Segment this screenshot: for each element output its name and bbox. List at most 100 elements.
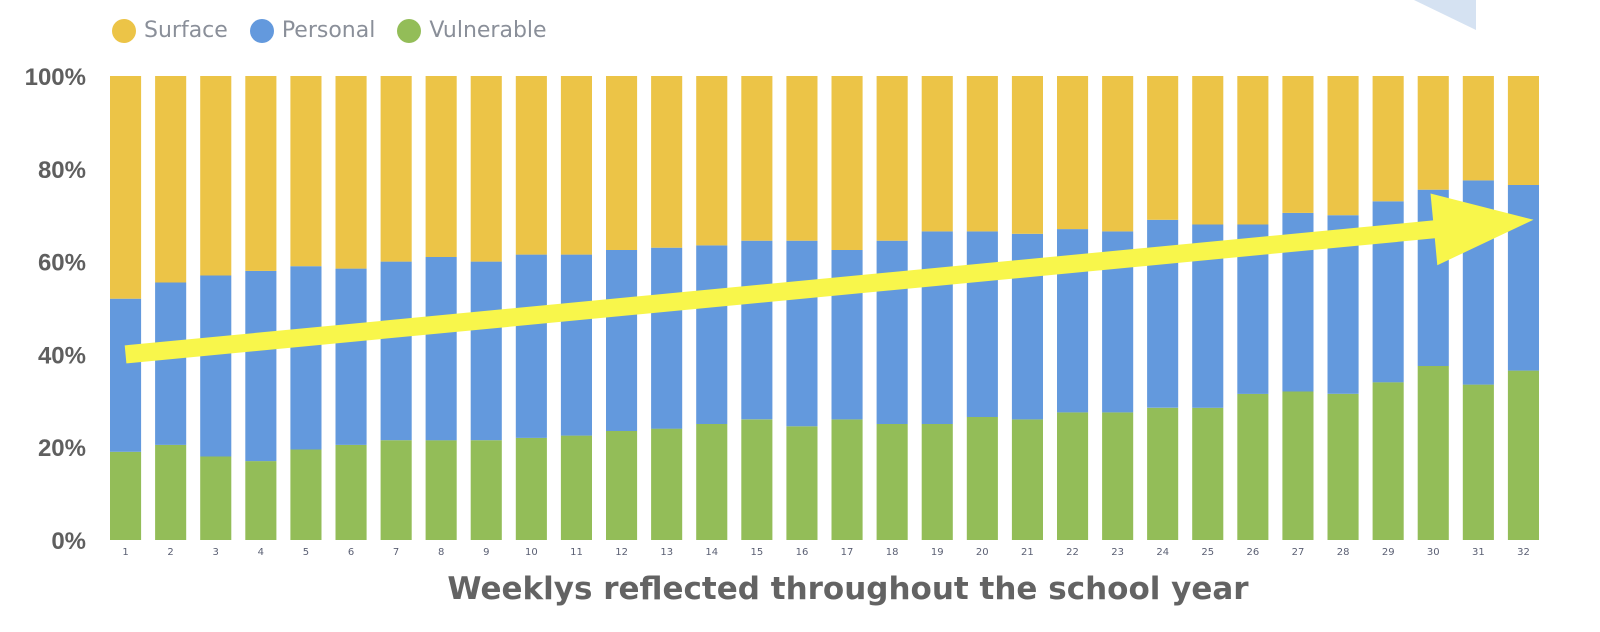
x-tick-label: 25 (1201, 547, 1214, 558)
bar-vulnerable-13 (651, 428, 683, 540)
y-tick-label: 80% (38, 157, 86, 184)
bar-vulnerable-12 (606, 431, 638, 540)
bar-vulnerable-3 (200, 456, 232, 540)
bar-vulnerable-11 (560, 435, 592, 540)
bar-surface-11 (560, 76, 592, 255)
bar-vulnerable-9 (470, 440, 502, 540)
bar-vulnerable-21 (1011, 419, 1043, 540)
legend-item-vulnerable: Vulnerable (397, 18, 547, 43)
x-tick-label: 23 (1111, 547, 1124, 558)
legend-swatch-vulnerable (397, 18, 422, 43)
bar-surface-5 (290, 76, 322, 267)
bar-personal-20 (966, 231, 998, 417)
trend-arrow (124, 193, 1534, 364)
bar-surface-16 (786, 76, 818, 241)
bar-surface-1 (110, 76, 142, 299)
y-tick-label: 60% (38, 250, 86, 277)
bar-surface-19 (921, 76, 953, 232)
y-axis-ticks: 0% 20% 40% 60% 80% 100% (25, 64, 86, 555)
bar-personal-5 (290, 266, 322, 450)
x-tick-label: 13 (660, 547, 673, 558)
bar-vulnerable-14 (696, 424, 728, 540)
x-axis-title: Weeklys reflected throughout the school … (447, 571, 1249, 607)
x-tick-label: 31 (1472, 547, 1485, 558)
bar-vulnerable-28 (1327, 393, 1359, 540)
bar-personal-4 (245, 270, 277, 462)
legend-label-surface: Surface (144, 18, 228, 43)
bar-vulnerable-6 (335, 444, 367, 540)
bar-surface-25 (1192, 76, 1224, 225)
decorative-corner-shape (1414, 0, 1476, 30)
bar-surface-4 (245, 76, 277, 271)
x-tick-label: 8 (438, 547, 444, 558)
x-tick-label: 18 (886, 547, 899, 558)
x-tick-label: 11 (570, 547, 583, 558)
x-tick-label: 12 (615, 547, 628, 558)
x-tick-label: 10 (525, 547, 538, 558)
bar-surface-8 (425, 76, 457, 257)
bar-surface-30 (1417, 76, 1449, 190)
bar-vulnerable-1 (110, 451, 142, 540)
y-tick-label: 40% (38, 342, 86, 369)
bar-surface-17 (831, 76, 863, 250)
x-tick-label: 9 (483, 547, 489, 558)
x-tick-label: 6 (348, 547, 354, 558)
bars-group (110, 76, 1539, 540)
bar-personal-9 (470, 261, 502, 441)
bar-personal-11 (560, 254, 592, 436)
bar-surface-27 (1282, 76, 1314, 213)
bar-vulnerable-26 (1237, 393, 1269, 540)
bar-surface-22 (1057, 76, 1089, 230)
bar-surface-9 (470, 76, 502, 262)
x-tick-label: 19 (931, 547, 944, 558)
x-tick-label: 22 (1066, 547, 1079, 558)
x-tick-label: 32 (1517, 547, 1530, 558)
bar-vulnerable-24 (1147, 407, 1179, 540)
x-tick-label: 14 (705, 547, 718, 558)
y-tick-label: 0% (51, 528, 86, 555)
bar-surface-31 (1462, 76, 1494, 181)
bar-vulnerable-25 (1192, 407, 1224, 540)
bar-personal-18 (876, 240, 908, 424)
x-tick-label: 17 (841, 547, 854, 558)
bar-surface-20 (966, 76, 998, 232)
bar-personal-32 (1507, 185, 1539, 371)
x-tick-label: 24 (1156, 547, 1169, 558)
bar-surface-2 (155, 76, 187, 283)
bar-vulnerable-10 (515, 437, 547, 540)
bar-vulnerable-15 (741, 419, 773, 540)
bar-vulnerable-23 (1102, 412, 1134, 540)
bar-vulnerable-29 (1372, 382, 1404, 540)
bar-vulnerable-32 (1507, 370, 1539, 540)
legend-swatch-surface (112, 18, 136, 43)
x-tick-label: 4 (258, 547, 264, 558)
bar-personal-16 (786, 240, 818, 427)
bar-surface-32 (1507, 76, 1539, 185)
bar-surface-28 (1327, 76, 1359, 216)
legend-item-personal: Personal (249, 18, 376, 43)
bar-surface-10 (515, 76, 547, 255)
bar-personal-3 (200, 275, 232, 457)
trend-arrow-group (124, 193, 1534, 364)
bar-personal-7 (380, 261, 412, 441)
x-tick-label: 16 (796, 547, 809, 558)
bar-surface-26 (1237, 76, 1269, 225)
x-tick-label: 2 (167, 547, 173, 558)
bar-personal-12 (606, 250, 638, 431)
bar-vulnerable-18 (876, 424, 908, 540)
bar-surface-7 (380, 76, 412, 262)
x-tick-label: 27 (1292, 547, 1305, 558)
bar-personal-10 (515, 254, 547, 438)
legend-label-personal: Personal (281, 18, 376, 43)
bar-surface-6 (335, 76, 367, 269)
x-tick-label: 15 (751, 547, 764, 558)
bar-vulnerable-16 (786, 426, 818, 540)
bar-vulnerable-22 (1057, 412, 1089, 540)
bar-personal-8 (425, 257, 457, 441)
y-tick-label: 100% (25, 64, 86, 91)
legend-label-vulnerable: Vulnerable (429, 18, 547, 43)
bar-surface-21 (1011, 76, 1043, 234)
bar-surface-29 (1372, 76, 1404, 202)
y-tick-label: 20% (38, 435, 86, 462)
